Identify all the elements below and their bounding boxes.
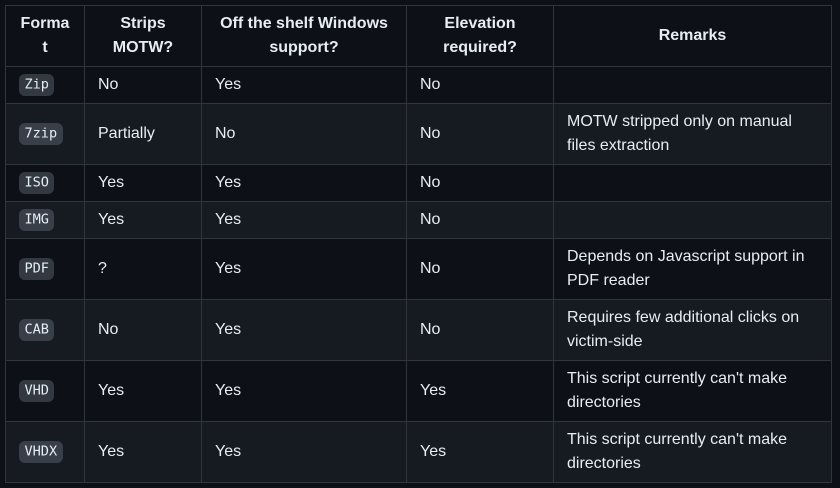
cell-windows-support: Yes [201,299,407,361]
header-row: Format Strips MOTW? Off the shelf Window… [5,5,832,67]
cell-format: VHD [5,360,85,422]
cell-elevation-required: No [406,66,554,104]
column-header-elevation-required: Elevation required? [406,5,554,67]
format-badge: PDF [19,258,55,280]
cell-remarks [553,164,832,202]
cell-windows-support: No [201,103,407,165]
cell-remarks: This script currently can't make directo… [553,421,832,483]
cell-elevation-required: No [406,164,554,202]
cell-strips-motw: No [84,66,202,104]
cell-format: 7zip [5,103,85,165]
cell-remarks: Requires few additional clicks on victim… [553,299,832,361]
table-row: VHDX Yes Yes Yes This script currently c… [5,421,832,483]
cell-windows-support: Yes [201,164,407,202]
cell-windows-support: Yes [201,66,407,104]
cell-format: Zip [5,66,85,104]
column-header-windows-support: Off the shelf Windows support? [201,5,407,67]
format-badge: Zip [19,74,55,96]
format-badge: ISO [19,172,55,194]
format-comparison-table: Format Strips MOTW? Off the shelf Window… [5,5,832,483]
table-row: CAB No Yes No Requires few additional cl… [5,299,832,361]
cell-format: VHDX [5,421,85,483]
cell-elevation-required: No [406,103,554,165]
format-badge: VHD [19,380,55,402]
format-badge: CAB [19,319,55,341]
cell-elevation-required: No [406,238,554,300]
table-row: ISO Yes Yes No [5,164,832,202]
column-header-strips-motw: Strips MOTW? [84,5,202,67]
table-row: Zip No Yes No [5,66,832,104]
format-badge: VHDX [19,441,63,463]
cell-elevation-required: Yes [406,421,554,483]
cell-elevation-required: No [406,201,554,239]
cell-windows-support: Yes [201,201,407,239]
cell-elevation-required: No [406,299,554,361]
table-row: IMG Yes Yes No [5,201,832,239]
cell-remarks: Depends on Javascript support in PDF rea… [553,238,832,300]
cell-remarks [553,201,832,239]
cell-format: PDF [5,238,85,300]
cell-strips-motw: Yes [84,164,202,202]
table-row: PDF ? Yes No Depends on Javascript suppo… [5,238,832,300]
cell-strips-motw: Yes [84,360,202,422]
cell-windows-support: Yes [201,360,407,422]
cell-strips-motw: ? [84,238,202,300]
cell-strips-motw: Yes [84,421,202,483]
cell-format: CAB [5,299,85,361]
cell-remarks [553,66,832,104]
cell-strips-motw: Partially [84,103,202,165]
cell-strips-motw: Yes [84,201,202,239]
cell-windows-support: Yes [201,238,407,300]
cell-remarks: This script currently can't make directo… [553,360,832,422]
cell-windows-support: Yes [201,421,407,483]
cell-format: ISO [5,164,85,202]
column-header-remarks: Remarks [553,5,832,67]
table-row: 7zip Partially No No MOTW stripped only … [5,103,832,165]
format-badge: 7zip [19,123,63,145]
cell-format: IMG [5,201,85,239]
format-badge: IMG [19,209,55,231]
cell-elevation-required: Yes [406,360,554,422]
cell-remarks: MOTW stripped only on manual files extra… [553,103,832,165]
column-header-format: Format [5,5,85,67]
table-row: VHD Yes Yes Yes This script currently ca… [5,360,832,422]
cell-strips-motw: No [84,299,202,361]
